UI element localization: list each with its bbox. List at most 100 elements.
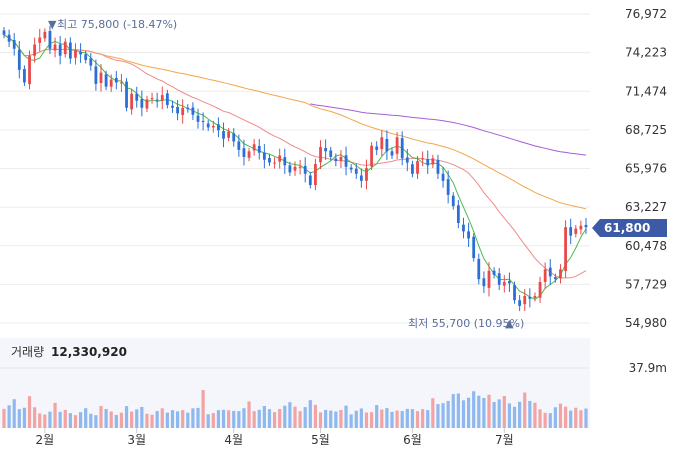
volume-bar bbox=[170, 410, 175, 428]
volume-bar bbox=[313, 404, 318, 428]
candle-body bbox=[257, 145, 261, 153]
candle-body bbox=[181, 107, 185, 116]
candle-body bbox=[114, 77, 118, 83]
candle-body bbox=[145, 99, 149, 109]
candle-body bbox=[451, 195, 455, 207]
volume-bar bbox=[7, 405, 11, 428]
candle-body bbox=[375, 146, 379, 150]
volume-bar bbox=[150, 414, 154, 428]
candle-body bbox=[79, 51, 82, 55]
candle-body bbox=[283, 157, 287, 166]
volume-bar bbox=[221, 409, 226, 428]
low-marker-icon: ▲ bbox=[505, 317, 514, 330]
candle-body bbox=[201, 120, 205, 122]
candle-body bbox=[247, 151, 251, 158]
candle-body bbox=[303, 165, 307, 174]
candle-body bbox=[196, 115, 200, 122]
volume-bar bbox=[63, 409, 67, 428]
candle-body bbox=[472, 236, 476, 259]
candle-body bbox=[344, 155, 348, 167]
candle-body bbox=[528, 296, 532, 299]
volume-bar bbox=[298, 411, 302, 428]
candle-body bbox=[354, 168, 358, 174]
volume-bar bbox=[283, 405, 287, 428]
volume-bar bbox=[262, 405, 266, 428]
ma120-line bbox=[310, 103, 587, 156]
volume-bar bbox=[124, 406, 129, 428]
candle-body bbox=[538, 281, 542, 298]
volume-bar bbox=[22, 407, 27, 428]
candle-body bbox=[411, 164, 414, 174]
candle-body bbox=[33, 44, 37, 56]
volume-bar bbox=[431, 398, 435, 428]
candle-body bbox=[120, 82, 123, 84]
candle-body bbox=[431, 158, 435, 165]
volume-caption-value: 12,330,920 bbox=[51, 345, 127, 359]
candle-body bbox=[278, 155, 282, 162]
volume-bar bbox=[456, 393, 460, 428]
price-tick-label: 74,223 bbox=[625, 46, 667, 60]
candle-body bbox=[380, 137, 384, 150]
candle-body bbox=[99, 72, 103, 84]
volume-bar bbox=[492, 402, 496, 428]
volume-bar bbox=[349, 414, 353, 428]
volume-bar bbox=[426, 410, 430, 428]
candle-body bbox=[426, 159, 430, 166]
volume-bar bbox=[94, 415, 98, 428]
volume-bar bbox=[165, 412, 169, 428]
candle-body bbox=[17, 49, 21, 70]
candle-body bbox=[262, 152, 266, 160]
price-tick-label: 63,227 bbox=[625, 200, 667, 214]
volume-bar bbox=[181, 410, 185, 428]
candle-body bbox=[502, 281, 506, 286]
volume-bar bbox=[48, 411, 52, 428]
candle-body bbox=[339, 156, 343, 162]
candle-body bbox=[349, 167, 353, 170]
volume-bar bbox=[135, 409, 139, 428]
volume-bar bbox=[579, 410, 583, 428]
candle-body bbox=[176, 106, 179, 114]
volume-bar bbox=[27, 396, 32, 428]
volume-bar bbox=[466, 397, 471, 428]
volume-bar bbox=[242, 408, 246, 428]
candle-body bbox=[237, 141, 241, 150]
volume-bar bbox=[308, 400, 312, 428]
volume-bar bbox=[58, 411, 62, 428]
candle-body bbox=[160, 95, 164, 101]
volume-bar bbox=[257, 409, 261, 428]
volume-bar bbox=[507, 403, 512, 428]
volume-bar bbox=[114, 414, 118, 428]
volume-bar bbox=[584, 408, 588, 428]
volume-bar bbox=[33, 407, 37, 428]
volume-bar bbox=[359, 408, 363, 428]
volume-bar bbox=[451, 394, 455, 428]
candle-body bbox=[68, 42, 72, 59]
candle-body bbox=[462, 224, 465, 232]
price-tick-label: 65,976 bbox=[625, 162, 667, 176]
candle-body bbox=[518, 300, 522, 306]
volume-bar bbox=[502, 396, 506, 428]
volume-bar bbox=[318, 412, 323, 428]
price-tick-label: 71,474 bbox=[625, 84, 667, 98]
x-tick-label: 5월 bbox=[311, 433, 330, 447]
x-tick-label: 3월 bbox=[127, 433, 146, 447]
volume-bar bbox=[278, 409, 282, 428]
candle-body bbox=[74, 50, 77, 58]
volume-bar bbox=[130, 411, 134, 428]
volume-bar bbox=[446, 400, 450, 428]
candle-body bbox=[482, 278, 486, 287]
candle-body bbox=[104, 74, 108, 87]
current-price-badge: 61,800 bbox=[592, 219, 667, 237]
candle-body bbox=[109, 79, 113, 87]
candle-body bbox=[334, 158, 338, 162]
candle-body bbox=[533, 296, 537, 298]
volume-bar bbox=[415, 411, 420, 428]
candle-body bbox=[293, 166, 297, 171]
candle-body bbox=[370, 145, 373, 167]
candle-body bbox=[2, 30, 6, 35]
candle-body bbox=[548, 267, 552, 277]
volume-bar bbox=[247, 401, 251, 428]
candle-body bbox=[314, 163, 317, 186]
volume-bar bbox=[410, 409, 415, 428]
volume-bar bbox=[160, 408, 164, 428]
